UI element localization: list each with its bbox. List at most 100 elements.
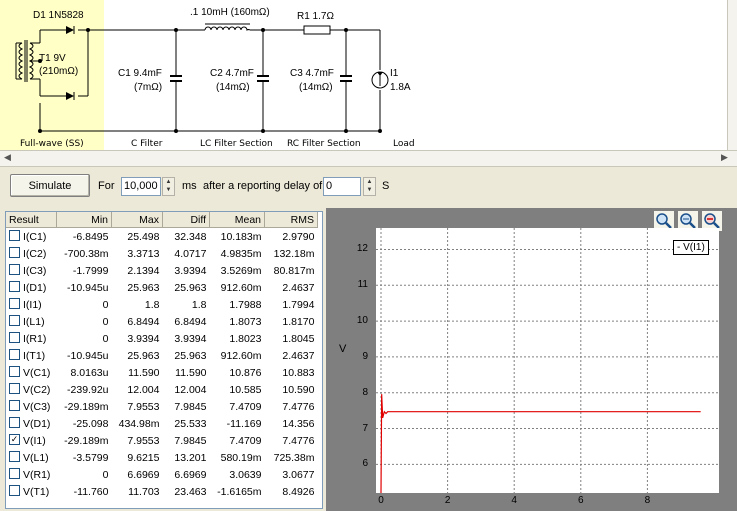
label-t1-res: (210mΩ) <box>39 66 79 77</box>
zoom-fit-button[interactable] <box>677 210 699 232</box>
result-checkbox[interactable] <box>9 417 20 429</box>
simulate-button[interactable]: Simulate <box>10 174 90 197</box>
result-name: V(I1) <box>23 434 46 447</box>
label-i1-val: 1.8A <box>390 82 411 93</box>
table-row[interactable]: V(T1) -11.760 11.703 23.463 -1.6165m 8.4926 <box>6 483 318 500</box>
result-checkbox[interactable] <box>9 400 20 412</box>
diff-cell: 7.9845 <box>174 400 207 413</box>
result-name: V(D1) <box>23 417 51 430</box>
schematic-vertical-scrollbar[interactable] <box>727 0 737 150</box>
result-name-cell: V(T1) <box>6 483 57 500</box>
min-cell: -29.189m <box>64 434 109 447</box>
col-result[interactable]: Result <box>6 212 57 228</box>
max-cell: 2.1394 <box>127 264 160 277</box>
y-tick-label: 7 <box>362 422 368 434</box>
table-row[interactable]: I(R1) 0 3.9394 3.9394 1.8023 1.8045 <box>6 330 318 347</box>
table-row[interactable]: I(C2) -700.38m 3.3713 4.0717 4.9835m 132.18m <box>6 245 318 262</box>
diff-cell: 4.0717 <box>174 247 207 260</box>
table-row[interactable]: I(T1) -10.945u 25.963 25.963 912.60m 2.4637 <box>6 347 318 364</box>
max-cell: 25.963 <box>127 281 160 294</box>
result-checkbox[interactable] <box>9 281 20 293</box>
min-cell: -3.5799 <box>72 451 109 464</box>
col-mean[interactable]: Mean <box>209 212 265 228</box>
table-header-row: Result Min Max Diff Mean RMS <box>6 212 318 228</box>
inductor-l1 <box>204 26 251 31</box>
result-checkbox[interactable] <box>9 468 20 480</box>
plot-area[interactable] <box>376 228 719 494</box>
table-row[interactable]: I(I1) 0 1.8 1.8 1.7988 1.7994 <box>6 296 318 313</box>
y-tick-label: 12 <box>356 243 368 255</box>
duration-input[interactable]: 10,000 <box>121 177 161 196</box>
col-max[interactable]: Max <box>111 212 163 228</box>
table-row[interactable]: I(L1) 0 6.8494 6.8494 1.8073 1.8170 <box>6 313 318 330</box>
delay-label: after a reporting delay of <box>203 180 323 192</box>
table-row[interactable]: V(C2) -239.92u 12.004 12.004 10.585 10.590 <box>6 381 318 398</box>
rms-cell: 1.8045 <box>282 332 315 345</box>
spin-down-icon[interactable]: ▼ <box>165 187 172 193</box>
table-row[interactable]: V(C3) -29.189m 7.9553 7.9845 7.4709 7.4776 <box>6 398 318 415</box>
delay-input[interactable]: 0 <box>323 177 361 196</box>
result-checkbox[interactable] <box>9 230 20 242</box>
scroll-right-arrow-icon[interactable]: ▶ <box>721 152 728 162</box>
table-row[interactable]: I(D1) -10.945u 25.963 25.963 912.60m 2.4637 <box>6 279 318 296</box>
table-row[interactable]: I(C3) -1.7999 2.1394 3.9394 3.5269m 80.817m <box>6 262 318 279</box>
result-checkbox[interactable] <box>9 366 20 378</box>
rms-cell: 2.4637 <box>282 349 315 362</box>
result-checkbox[interactable] <box>9 332 20 344</box>
rms-cell: 10.883 <box>282 366 315 379</box>
table-row[interactable]: V(R1) 0 6.6969 6.6969 3.0639 3.0677 <box>6 466 318 483</box>
table-row[interactable]: V(D1) -25.098 434.98m 25.533 -11.169 14.356 <box>6 415 318 432</box>
scroll-left-arrow-icon[interactable]: ◀ <box>4 152 11 162</box>
x-tick-label: 8 <box>644 495 651 506</box>
series-line-v-i1 <box>380 394 701 494</box>
result-checkbox[interactable] <box>9 247 20 259</box>
table-row[interactable]: ✓ V(I1) -29.189m 7.9553 7.9845 7.4709 7.4776 <box>6 432 318 449</box>
min-cell: 8.0163u <box>70 366 109 379</box>
delay-spinner[interactable]: ▲ ▼ <box>363 177 376 196</box>
section-load: Load <box>393 139 415 149</box>
mean-cell: 912.60m <box>220 349 262 362</box>
result-name-cell: I(R1) <box>6 330 57 347</box>
result-checkbox[interactable] <box>9 315 20 327</box>
spin-up-icon[interactable]: ▲ <box>366 179 373 185</box>
table-row[interactable]: V(L1) -3.5799 9.6215 13.201 580.19m 725.38m <box>6 449 318 466</box>
result-checkbox[interactable] <box>9 451 20 463</box>
result-checkbox[interactable] <box>9 349 20 361</box>
result-name: I(C1) <box>23 230 47 243</box>
table-row[interactable]: I(C1) -6.8495 25.498 32.348 10.183m 2.9790 <box>6 228 318 246</box>
col-rms[interactable]: RMS <box>264 212 318 228</box>
section-rcfilter: RC Filter Section <box>287 139 361 149</box>
col-diff[interactable]: Diff <box>162 212 210 228</box>
results-table: Result Min Max Diff Mean RMS I(C1) -6.849… <box>6 212 318 500</box>
mean-cell: 10.876 <box>229 366 262 379</box>
y-tick-label: 10 <box>356 315 368 327</box>
result-name: V(L1) <box>23 451 49 464</box>
max-cell: 3.9394 <box>127 332 160 345</box>
mean-cell: 7.4709 <box>229 434 262 447</box>
result-checkbox[interactable] <box>9 485 20 497</box>
schematic-horizontal-scrollbar[interactable]: ◀ ▶ <box>0 150 737 167</box>
section-lcfilter: LC Filter Section <box>200 139 273 149</box>
spin-up-icon[interactable]: ▲ <box>165 179 172 185</box>
rms-cell: 2.4637 <box>282 281 315 294</box>
zoom-in-button[interactable] <box>653 210 675 232</box>
result-checkbox[interactable] <box>9 298 20 310</box>
result-checkbox[interactable]: ✓ <box>9 434 20 446</box>
min-cell: 0 <box>102 315 109 328</box>
label-l1: .1 10mH (160mΩ) <box>190 7 270 18</box>
result-name-cell: V(C2) <box>6 381 57 398</box>
result-checkbox[interactable] <box>9 264 20 276</box>
min-cell: -700.38m <box>64 247 109 260</box>
duration-spinner[interactable]: ▲ ▼ <box>162 177 175 196</box>
ms-label: ms <box>182 180 197 192</box>
result-name: I(L1) <box>23 315 45 328</box>
schematic-canvas[interactable]: D1 1N5828 T1 9V (210mΩ) C1 9.4mF (7mΩ) .… <box>0 0 727 150</box>
label-c3-esr: (14mΩ) <box>299 82 333 93</box>
diff-cell: 32.348 <box>174 230 207 243</box>
fullwave-highlight <box>0 0 104 150</box>
result-checkbox[interactable] <box>9 383 20 395</box>
max-cell: 1.8 <box>144 298 160 311</box>
table-row[interactable]: V(C1) 8.0163u 11.590 11.590 10.876 10.883 <box>6 364 318 381</box>
col-min[interactable]: Min <box>56 212 112 228</box>
spin-down-icon[interactable]: ▼ <box>366 187 373 193</box>
